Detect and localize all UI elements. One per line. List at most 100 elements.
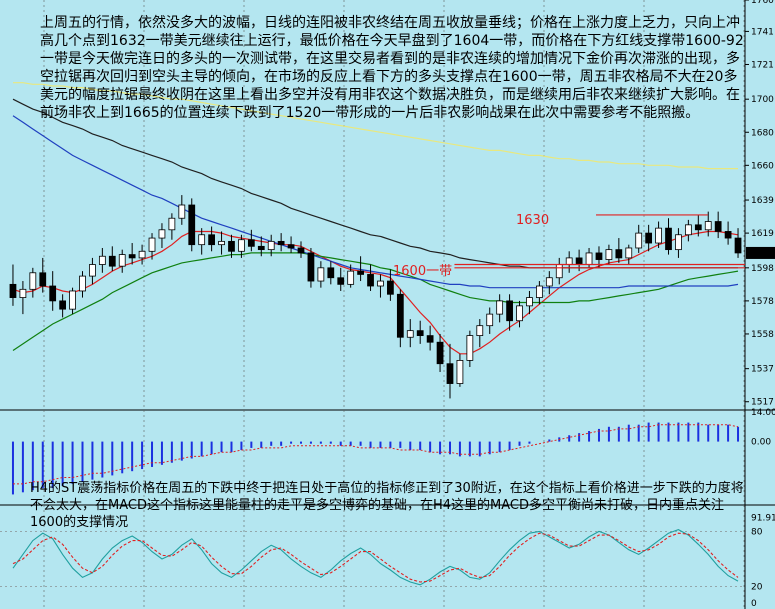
candle-layer <box>9 195 742 399</box>
candle-body <box>257 245 265 251</box>
analysis-note-h4: H4的ST震荡指标价格在周五的下跌中终于把连日处于高位的指标修正到了30附近，在… <box>30 481 744 530</box>
price-tick-label: 1741 <box>751 27 774 37</box>
candle-body <box>724 231 732 239</box>
price-tick-label: 1517 <box>751 398 774 408</box>
macd-tick-label: 0.00 <box>751 438 771 448</box>
candle-body <box>327 267 335 279</box>
candle-body <box>317 267 325 282</box>
candle-body <box>665 227 672 251</box>
candle-body <box>436 341 444 365</box>
candle-body <box>79 275 86 292</box>
candle-body <box>98 255 106 265</box>
price-tick-label: 1619 <box>751 229 774 239</box>
candle-body <box>446 363 454 384</box>
candle-body <box>416 330 424 337</box>
stochastic-signal-line <box>12 532 739 583</box>
candle-body <box>406 330 414 338</box>
candle-body <box>645 232 653 244</box>
price-tick-label: 1700 <box>751 95 774 105</box>
candle-body <box>555 264 563 279</box>
candle-body <box>188 204 196 246</box>
candle-body <box>277 240 285 246</box>
candle-body <box>178 204 186 219</box>
candle-body <box>675 234 682 251</box>
stochastic-main-line <box>12 528 739 586</box>
candle-body <box>456 360 464 384</box>
candle-body <box>426 335 434 343</box>
candle-body <box>615 249 623 259</box>
moving-average-green <box>12 252 739 351</box>
candle-body <box>694 224 702 231</box>
stochastic-tick-label: 20 <box>751 583 763 593</box>
level-label-1600: 1600一带 <box>393 264 452 279</box>
candle-body <box>396 293 404 338</box>
level-label-1630: 1630 <box>516 213 549 228</box>
candle-body <box>208 234 215 246</box>
candle-body <box>655 227 662 244</box>
candle-body <box>287 244 295 249</box>
candle-body <box>247 239 255 247</box>
candle-body <box>307 252 315 282</box>
candle-body <box>486 313 494 327</box>
candle-body <box>704 221 712 231</box>
price-tick-label: 1680 <box>751 128 774 138</box>
candle-body <box>595 252 603 260</box>
price-tick-label: 1660 <box>751 161 774 171</box>
candle-body <box>138 250 146 259</box>
candle-body <box>168 217 176 231</box>
candle-body <box>39 272 47 287</box>
candle-body <box>476 325 484 337</box>
price-tick-label: 1721 <box>751 60 774 70</box>
current-price-label: 1607 <box>749 249 772 259</box>
price-tick-label: 1639 <box>751 196 774 206</box>
candle-body <box>516 305 523 322</box>
candle-body <box>387 280 394 295</box>
candle-body <box>605 249 613 260</box>
candle-body <box>526 297 533 307</box>
stochastic-tick-label: 80 <box>751 527 763 537</box>
candle-body <box>337 277 345 285</box>
macd-layer <box>11 422 740 495</box>
candle-body <box>128 254 136 259</box>
candle-body <box>9 283 17 298</box>
moving-average-red <box>12 230 739 355</box>
stochastic-tick-label: 91.91 <box>751 514 775 524</box>
candle-body <box>625 247 633 259</box>
candle-body <box>267 240 275 251</box>
candle-body <box>734 237 742 254</box>
candle-body <box>347 270 355 285</box>
candle-body <box>108 255 116 267</box>
candle-body <box>148 237 156 252</box>
candle-body <box>29 272 37 290</box>
candle-body <box>89 264 96 277</box>
candle-body <box>118 254 126 267</box>
price-tick-label: 1578 <box>751 297 774 307</box>
candle-body <box>536 285 543 298</box>
candle-body <box>59 300 67 310</box>
candle-body <box>228 240 235 252</box>
candle-body <box>69 290 76 310</box>
candle-body <box>158 229 166 239</box>
candle-body <box>496 300 504 315</box>
candle-body <box>198 234 206 246</box>
candle-body <box>377 280 384 287</box>
candle-body <box>19 288 27 298</box>
candle-body <box>238 239 245 252</box>
macd-tick-label: 14.00 <box>751 408 775 418</box>
price-tick-label: 1558 <box>751 330 774 340</box>
candle-body <box>575 257 583 265</box>
price-tick-label: 1760 <box>751 0 774 6</box>
candle-body <box>585 252 593 265</box>
moving-average-blue <box>12 115 739 289</box>
moving-average-yellow <box>13 82 738 170</box>
candle-body <box>684 224 692 236</box>
candle-body <box>506 300 513 322</box>
price-tick-label: 1598 <box>751 264 774 274</box>
stochastic-tick-label: 0 <box>751 599 757 609</box>
analysis-note-main: 上周五的行情，依然没多大的波幅，日线的连阳被非农终结在周五收放量垂线；价格在上涨… <box>40 15 744 121</box>
current-price-box <box>746 246 775 259</box>
